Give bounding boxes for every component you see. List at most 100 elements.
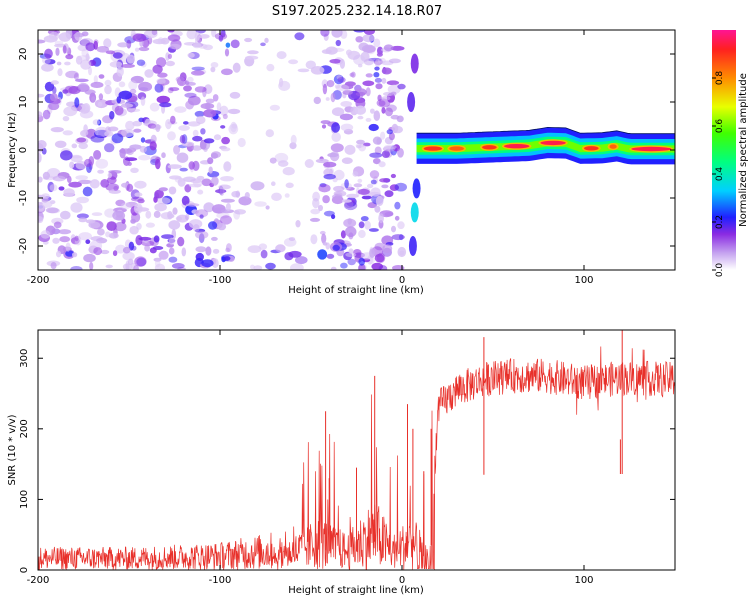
- noise-blob: [374, 253, 385, 263]
- noise-blob: [50, 262, 57, 270]
- noise-blob: [114, 105, 124, 116]
- heatmap-ytick-label: 10: [18, 96, 29, 109]
- noise-blob: [346, 193, 359, 199]
- noise-blob: [185, 214, 190, 221]
- noise-blob: [77, 82, 89, 91]
- noise-blob: [167, 131, 176, 141]
- noise-blob: [40, 230, 51, 239]
- noise-blob: [81, 48, 89, 58]
- noise-blob: [195, 246, 207, 253]
- noise-blob: [80, 59, 92, 70]
- noise-blob: [38, 140, 47, 149]
- noise-blob: [365, 73, 373, 78]
- noise-blob: [211, 258, 219, 268]
- snr-ytick-label: 0: [19, 567, 30, 573]
- noise-blob: [104, 79, 112, 87]
- signal-band-outline: [416, 126, 675, 135]
- noise-blob: [192, 129, 199, 137]
- noise-blob: [352, 171, 359, 177]
- snr-ticks: -200 -100 0 100 0 100 200 300: [19, 330, 675, 586]
- noise-blob: [151, 30, 158, 36]
- noise-blob: [346, 49, 352, 56]
- noise-blob: [78, 179, 92, 185]
- noise-blob: [105, 231, 111, 238]
- noise-blob: [109, 61, 123, 68]
- noise-blob: [147, 123, 157, 129]
- noise-blob: [344, 144, 356, 155]
- noise-blob: [331, 132, 342, 142]
- noise-blob: [38, 216, 44, 224]
- noise-blob: [188, 183, 202, 188]
- noise-blob: [92, 119, 101, 126]
- noise-blob: [157, 72, 168, 78]
- noise-blob: [310, 234, 318, 245]
- noise-blob: [121, 63, 135, 68]
- noise-blob: [42, 171, 51, 180]
- noise-blob: [321, 233, 327, 244]
- noise-blob: [116, 96, 122, 104]
- noise-blob: [108, 189, 121, 194]
- noise-blob: [205, 246, 212, 256]
- noise-blob: [134, 47, 140, 52]
- noise-blob: [219, 105, 229, 116]
- noise-blob: [205, 98, 215, 104]
- noise-blob: [38, 39, 46, 44]
- noise-blob: [394, 182, 407, 192]
- noise-blob: [376, 52, 383, 57]
- heatmap-ylabel: Frequency (Hz): [7, 112, 18, 188]
- noise-blob: [76, 55, 91, 61]
- noise-blob: [245, 55, 259, 60]
- noise-blob: [191, 70, 205, 76]
- noise-blob: [69, 161, 75, 169]
- noise-blob: [169, 87, 180, 92]
- noise-blob: [198, 233, 205, 244]
- noise-blob: [310, 66, 325, 75]
- noise-blob: [364, 220, 371, 230]
- noise-blob: [109, 110, 115, 120]
- noise-blob: [335, 84, 350, 91]
- noise-blob: [269, 157, 277, 164]
- noise-blob: [64, 61, 71, 66]
- noise-blob: [331, 214, 336, 220]
- noise-blob: [265, 205, 270, 210]
- noise-blob: [225, 203, 231, 211]
- noise-blob: [394, 215, 400, 221]
- noise-blob: [53, 221, 62, 229]
- noise-blob: [344, 200, 358, 211]
- noise-blob: [165, 119, 172, 130]
- noise-blob: [158, 187, 168, 192]
- noise-blob: [397, 83, 406, 90]
- colorbar-tick-label: 0.2: [715, 215, 725, 229]
- noise-blob: [220, 198, 235, 203]
- noise-blob: [136, 257, 147, 267]
- noise-blob: [100, 249, 110, 255]
- noise-blob: [381, 184, 389, 189]
- noise-blob: [175, 216, 182, 221]
- noise-blob: [215, 189, 227, 194]
- noise-blob: [173, 145, 181, 155]
- noise-blob: [135, 207, 150, 212]
- colorbar-tick-label: 0.0: [715, 263, 725, 278]
- noise-blob: [112, 250, 118, 257]
- noise-blob: [104, 130, 114, 137]
- noise-blob: [133, 265, 139, 270]
- noise-blob: [374, 58, 381, 68]
- heatmap-xtick-label: -200: [27, 275, 50, 286]
- snr-xtick-label: -200: [27, 575, 50, 586]
- noise-blob: [132, 33, 147, 42]
- noise-blob: [138, 236, 152, 241]
- noise-blob: [89, 262, 94, 270]
- noise-blob: [78, 217, 88, 223]
- noise-blob: [65, 70, 79, 79]
- noise-blob: [264, 37, 269, 44]
- noise-blob: [167, 53, 172, 60]
- noise-blob: [374, 205, 381, 213]
- noise-blob: [220, 147, 231, 152]
- noise-blob: [254, 201, 267, 207]
- noise-blob: [119, 148, 126, 159]
- colorbar: [712, 30, 736, 270]
- heatmap-xtick-label: 0: [399, 275, 405, 286]
- noise-blob: [132, 120, 143, 127]
- noise-blob: [203, 109, 217, 118]
